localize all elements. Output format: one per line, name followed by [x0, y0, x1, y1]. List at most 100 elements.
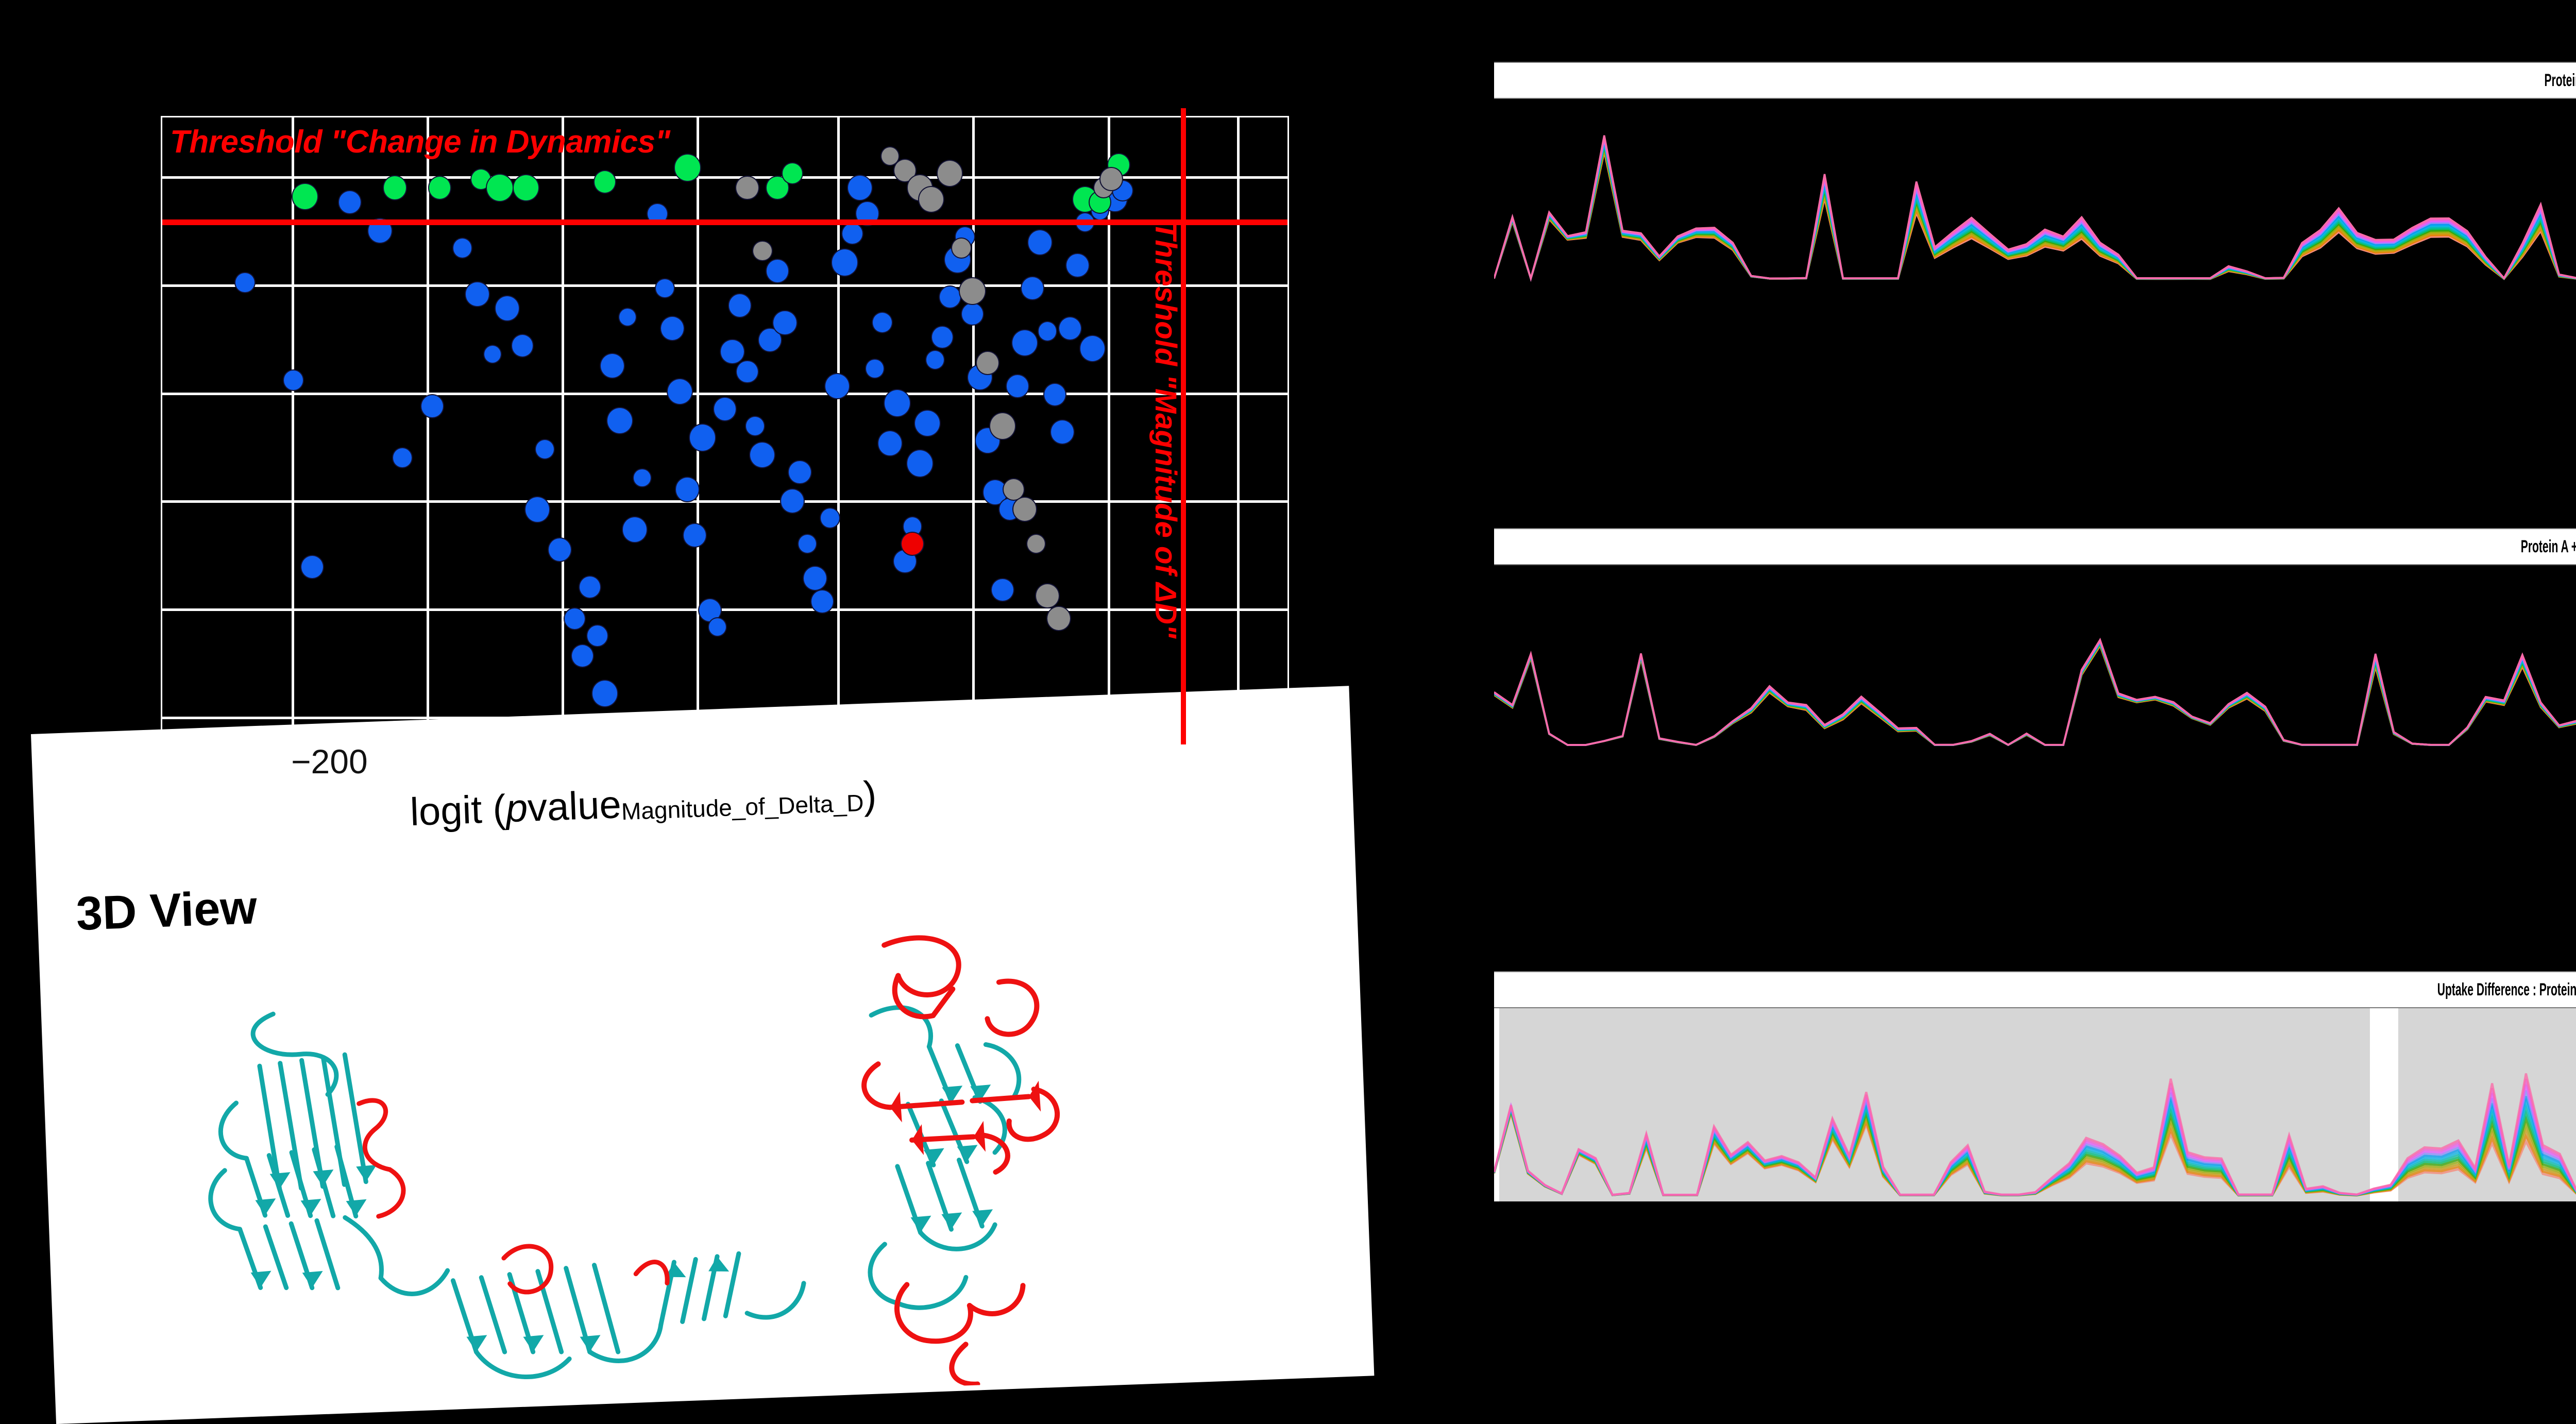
volcano-point[interactable] [925, 350, 945, 370]
volcano-point[interactable] [872, 312, 893, 334]
volcano-point[interactable] [283, 369, 304, 391]
volcano-point[interactable] [707, 617, 727, 637]
volcano-point[interactable] [564, 607, 586, 630]
volcano-point[interactable] [772, 310, 798, 336]
volcano-point[interactable] [495, 295, 520, 321]
volcano-point[interactable] [234, 272, 256, 294]
uptake-trace-timepoint-2[interactable] [1494, 150, 2576, 282]
volcano-point[interactable] [914, 410, 941, 437]
volcano-point[interactable] [990, 578, 1014, 602]
volcano-point[interactable] [1050, 419, 1075, 445]
volcano-point[interactable] [1026, 534, 1046, 554]
volcano-point[interactable] [465, 281, 490, 307]
volcano-point[interactable] [683, 523, 707, 548]
volcano-point[interactable] [951, 237, 972, 259]
chart-canvas-protein-a-ligand[interactable] [1494, 565, 2576, 756]
volcano-point[interactable] [511, 334, 534, 358]
volcano-point[interactable] [420, 394, 444, 418]
volcano-point[interactable] [1027, 229, 1053, 256]
volcano-point[interactable] [1037, 321, 1058, 342]
volcano-point[interactable] [819, 507, 840, 529]
volcano-point[interactable] [513, 174, 540, 202]
volcano-point[interactable] [382, 175, 408, 200]
volcano-point[interactable] [667, 378, 693, 405]
volcano-point[interactable] [938, 285, 961, 309]
volcano-point[interactable] [735, 175, 760, 200]
volcano-point[interactable] [720, 338, 745, 364]
uptake-trace-timepoint-1[interactable] [1494, 151, 2576, 282]
volcano-point[interactable] [744, 416, 765, 437]
volcano-point[interactable] [931, 326, 954, 349]
volcano-point[interactable] [1058, 316, 1082, 341]
volcano-point[interactable] [1043, 382, 1067, 406]
volcano-point[interactable] [943, 245, 971, 274]
volcano-point[interactable] [1079, 335, 1106, 363]
volcano-point[interactable] [300, 554, 325, 579]
uptake-trace-timepoint-13[interactable] [1494, 1068, 2576, 1196]
volcano-point[interactable] [578, 575, 602, 599]
volcano-point[interactable] [831, 248, 859, 277]
uptake-trace-timepoint-6[interactable] [1494, 145, 2576, 282]
volcano-point[interactable] [884, 389, 911, 417]
volcano-point[interactable] [428, 176, 452, 200]
volcano-point[interactable] [847, 174, 873, 201]
volcano-point[interactable] [824, 372, 851, 399]
volcano-point[interactable] [659, 316, 685, 342]
uptake-trace-timepoint-5[interactable] [1494, 1106, 2576, 1196]
uptake-trace-timepoint-9[interactable] [1494, 1096, 2576, 1196]
volcano-point[interactable] [1012, 497, 1038, 522]
uptake-trace-timepoint-3[interactable] [1494, 149, 2576, 282]
volcano-point[interactable] [810, 589, 835, 614]
volcano-point[interactable] [918, 185, 944, 213]
volcano-point[interactable] [1046, 606, 1071, 632]
volcano-point[interactable] [749, 441, 776, 469]
volcano-point[interactable] [1006, 374, 1029, 398]
volcano-point[interactable] [1011, 329, 1039, 357]
volcano-point[interactable] [570, 644, 594, 668]
volcano-point[interactable] [728, 293, 752, 318]
volcano-point[interactable] [618, 307, 637, 327]
volcano-point[interactable] [779, 488, 805, 514]
volcano-point[interactable] [802, 566, 827, 591]
volcano-point[interactable] [606, 406, 634, 434]
volcano-point[interactable] [586, 624, 608, 648]
volcano-point[interactable] [961, 302, 984, 326]
uptake-trace-timepoint-13[interactable] [1494, 604, 2576, 746]
volcano-point[interactable] [958, 277, 986, 306]
volcano-point[interactable] [788, 460, 812, 485]
volcano-point[interactable] [798, 534, 818, 554]
volcano-point[interactable] [622, 516, 648, 543]
volcano-point[interactable] [900, 532, 925, 556]
volcano-point[interactable] [392, 447, 413, 468]
volcano-point[interactable] [452, 238, 473, 259]
chart-canvas-protein-a[interactable] [1494, 99, 2576, 290]
volcano-point[interactable] [675, 477, 700, 502]
volcano-point[interactable] [1035, 583, 1060, 608]
volcano-point[interactable] [752, 240, 773, 262]
volcano-point[interactable] [736, 360, 759, 384]
volcano-point[interactable] [865, 359, 885, 379]
uptake-trace-timepoint-8[interactable] [1494, 1097, 2576, 1196]
chart-canvas-uptake-difference[interactable] [1494, 1008, 2576, 1201]
volcano-point[interactable] [593, 170, 617, 194]
volcano-point[interactable] [599, 352, 625, 379]
volcano-point[interactable] [937, 160, 963, 187]
volcano-point[interactable] [534, 438, 555, 460]
volcano-point[interactable] [880, 146, 900, 166]
volcano-point[interactable] [688, 423, 716, 452]
volcano-point[interactable] [483, 345, 502, 364]
volcano-point[interactable] [291, 182, 318, 210]
three-d-view-card[interactable]: logit (pvalueMagnitude_of_Delta_D) 3D Vi… [31, 686, 1375, 1424]
volcano-plot-area[interactable] [161, 108, 1289, 744]
volcano-point[interactable] [877, 430, 903, 456]
volcano-point[interactable] [655, 278, 675, 299]
volcano-point[interactable] [633, 468, 652, 488]
volcano-point[interactable] [338, 190, 362, 214]
volcano-point[interactable] [673, 154, 701, 182]
volcano-point[interactable] [1065, 253, 1090, 278]
volcano-point[interactable] [713, 396, 737, 421]
protein-ribbon-structure[interactable] [101, 912, 1251, 1417]
volcano-point[interactable] [1099, 167, 1123, 192]
volcano-point[interactable] [591, 679, 619, 707]
volcano-point[interactable] [782, 162, 804, 185]
